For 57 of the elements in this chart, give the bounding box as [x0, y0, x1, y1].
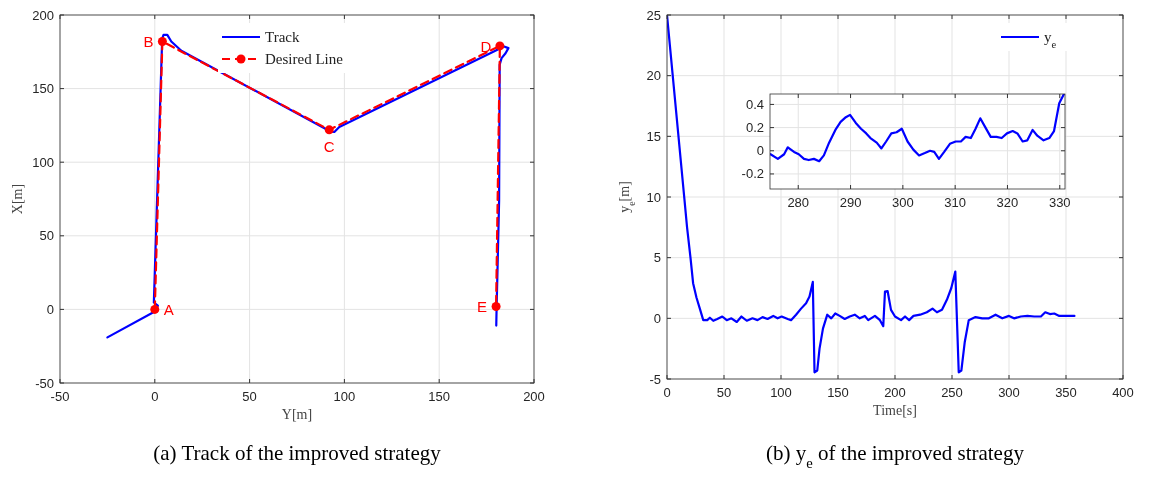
y-tick-label: 15	[646, 128, 661, 144]
x-tick-label: 150	[428, 389, 451, 404]
legend-label: Desired Line	[265, 51, 344, 67]
x-tick-label: 200	[523, 389, 545, 404]
legend-label: y$_{e}$	[1044, 29, 1057, 50]
y-axis-title: X[m]	[10, 183, 25, 215]
x-tick-label: 300	[998, 385, 1020, 400]
x-tick-label: 350	[1055, 385, 1077, 400]
x-tick-label: 50	[716, 385, 732, 400]
y-tick-label: 50	[39, 228, 54, 244]
x-tick-label: -50	[50, 389, 70, 404]
point	[150, 304, 160, 314]
y-tick-label: 20	[646, 68, 661, 84]
x-tick-label: 0	[151, 389, 159, 404]
x-tick-label: 400	[1112, 385, 1134, 400]
legend-label: Track	[265, 29, 300, 45]
annotation: B	[143, 33, 154, 51]
x-tick-label: 280	[787, 195, 810, 210]
point	[157, 37, 167, 46]
x-tick-label: 290	[839, 195, 862, 210]
y-tick-label: 0.4	[745, 96, 764, 112]
x-tick-label: 330	[1048, 195, 1071, 210]
x-tick-label: 150	[827, 385, 849, 400]
x-tick-label: 0	[663, 385, 671, 400]
annotation: D	[480, 37, 492, 55]
x-axis-title: Y[m]	[281, 407, 313, 422]
y-tick-label: 0	[653, 310, 661, 326]
x-tick-label: 100	[770, 385, 792, 400]
point	[491, 301, 501, 311]
line-series	[106, 33, 510, 339]
text: (a) Track of the improved strategy	[153, 441, 442, 465]
annotation: E	[477, 298, 488, 316]
x-tick-label: 50	[242, 389, 257, 404]
x-tick-label: 200	[884, 385, 906, 400]
x-tick-label: 300	[892, 195, 914, 210]
y-tick-label: 25	[646, 7, 661, 23]
y-tick-label: 200	[32, 7, 54, 23]
y-tick-label: -0.2	[741, 166, 764, 182]
annotation: C	[323, 137, 335, 155]
y-tick-label: 0	[756, 143, 764, 159]
text: (b) y$_{e}$ of the improved strategy	[766, 441, 1025, 471]
y-tick-label: -5	[649, 371, 661, 387]
x-tick-label: 310	[944, 195, 967, 210]
y-tick-label: 100	[32, 154, 54, 170]
x-tick-label: 320	[996, 195, 1019, 210]
annotation: A	[163, 301, 174, 319]
x-tick-label: 250	[941, 385, 963, 400]
line-series	[770, 94, 1065, 163]
x-axis-title: Time[s]	[873, 403, 917, 418]
y-tick-label: 0.2	[745, 120, 764, 136]
y-tick-label: 0	[46, 301, 54, 317]
point	[324, 125, 334, 135]
y-tick-label: 5	[653, 250, 661, 266]
y-tick-label: 150	[32, 81, 54, 97]
point	[495, 41, 505, 51]
x-tick-label: 100	[333, 389, 356, 404]
y-tick-label: 10	[646, 189, 661, 205]
